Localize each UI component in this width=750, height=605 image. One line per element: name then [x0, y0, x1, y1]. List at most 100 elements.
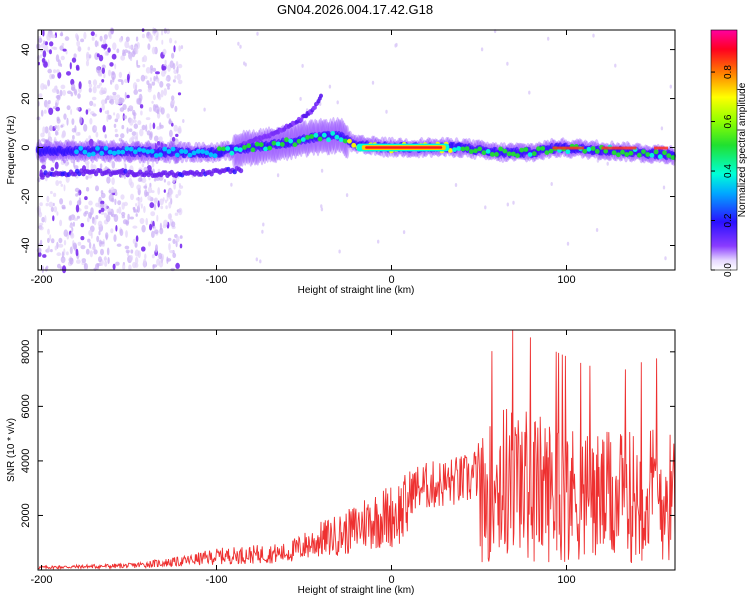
- band-peak: [292, 142, 298, 148]
- noise-blob: [77, 93, 81, 99]
- noise-blob: [64, 159, 69, 167]
- noise-blob: [77, 45, 82, 52]
- noise-blob: [50, 238, 55, 244]
- noise-blob: [151, 254, 155, 259]
- noise-blob: [43, 40, 46, 45]
- noise-blob: [320, 207, 324, 212]
- noise-blob: [595, 228, 599, 232]
- noise-blob: [48, 107, 54, 116]
- noise-blob: [165, 77, 169, 81]
- noise-blob: [179, 243, 183, 249]
- noise-blob: [135, 131, 139, 140]
- noise-blob: [72, 221, 75, 227]
- noise-blob: [148, 241, 151, 247]
- noise-blob: [47, 228, 50, 235]
- noise-blob: [41, 216, 46, 223]
- noise-blob: [177, 63, 183, 69]
- noise-blob: [55, 130, 58, 136]
- noise-blob: [143, 258, 147, 265]
- noise-blob: [175, 133, 179, 137]
- snr-ytick-label: 8000: [20, 340, 32, 364]
- band-peak: [527, 152, 533, 158]
- noise-blob: [144, 253, 147, 260]
- noise-blob: [121, 124, 125, 130]
- noise-blob: [167, 86, 170, 90]
- noise-blob: [162, 65, 167, 71]
- noise-blob: [54, 245, 57, 251]
- noise-blob: [78, 81, 82, 90]
- band-peak: [191, 150, 197, 156]
- spectrogram-ytick-label: 20: [20, 92, 32, 104]
- noise-blob: [91, 36, 95, 41]
- band-peak: [128, 146, 134, 152]
- noise-blob: [95, 66, 101, 74]
- noise-blob: [75, 33, 79, 39]
- band-peak: [204, 150, 210, 156]
- noise-blob: [47, 79, 51, 87]
- noise-blob: [147, 195, 152, 201]
- noise-blob: [606, 161, 609, 166]
- noise-blob: [119, 107, 125, 112]
- band-peak: [523, 147, 529, 152]
- noise-blob: [173, 45, 176, 53]
- spectrogram-xlabel: Height of straight line (km): [298, 285, 415, 296]
- noise-blob: [140, 196, 143, 203]
- noise-blob: [62, 89, 66, 96]
- noise-blob: [156, 126, 161, 130]
- lower-branch-mark: [238, 168, 244, 174]
- noise-blob: [167, 213, 172, 220]
- colorbar-tick-label: 0.2: [723, 213, 734, 227]
- noise-blob: [133, 114, 136, 120]
- noise-blob: [128, 264, 132, 271]
- noise-blob: [54, 161, 59, 170]
- noise-blob: [137, 250, 141, 259]
- noise-blob: [75, 248, 79, 257]
- noise-blob: [85, 175, 89, 180]
- band-peak: [225, 146, 231, 151]
- noise-blob: [145, 217, 148, 226]
- noise-blob: [259, 259, 262, 264]
- noise-blob: [94, 40, 98, 48]
- noise-blob: [480, 47, 484, 52]
- noise-blob: [614, 63, 617, 68]
- noise-blob: [92, 79, 98, 87]
- noise-blob: [112, 263, 116, 270]
- noise-blob: [111, 177, 115, 186]
- noise-blob: [118, 206, 122, 214]
- noise-blob: [60, 31, 63, 37]
- noise-blob: [64, 36, 70, 41]
- noise-blob: [110, 79, 113, 85]
- noise-blob: [92, 164, 97, 170]
- noise-blob: [175, 235, 180, 243]
- noise-blob: [115, 261, 120, 266]
- noise-blob: [152, 264, 155, 270]
- noise-blob: [112, 93, 117, 101]
- noise-blob: [83, 124, 88, 132]
- noise-blob: [175, 194, 179, 199]
- noise-blob: [178, 207, 183, 216]
- band-peak: [141, 148, 147, 153]
- noise-blob: [137, 120, 142, 126]
- noise-blob: [124, 245, 130, 250]
- noise-blob: [139, 217, 145, 225]
- noise-blob: [175, 262, 180, 269]
- noise-blob: [163, 88, 167, 96]
- noise-blob: [163, 179, 166, 183]
- snr-xtick-label: -200: [30, 574, 52, 586]
- noise-blob: [177, 189, 182, 196]
- noise-blob: [172, 238, 176, 244]
- noise-blob: [39, 54, 43, 59]
- noise-blob: [57, 59, 62, 67]
- band-peak: [653, 149, 659, 155]
- band-peak: [313, 132, 319, 138]
- band-peak: [237, 147, 243, 153]
- noise-blob: [66, 251, 69, 256]
- band-peak: [464, 146, 470, 152]
- noise-blob: [137, 199, 141, 208]
- band-peak: [145, 149, 151, 155]
- band-peak: [481, 150, 487, 156]
- noise-blob: [56, 252, 62, 257]
- noise-blob: [320, 168, 324, 173]
- noise-blob: [255, 257, 258, 262]
